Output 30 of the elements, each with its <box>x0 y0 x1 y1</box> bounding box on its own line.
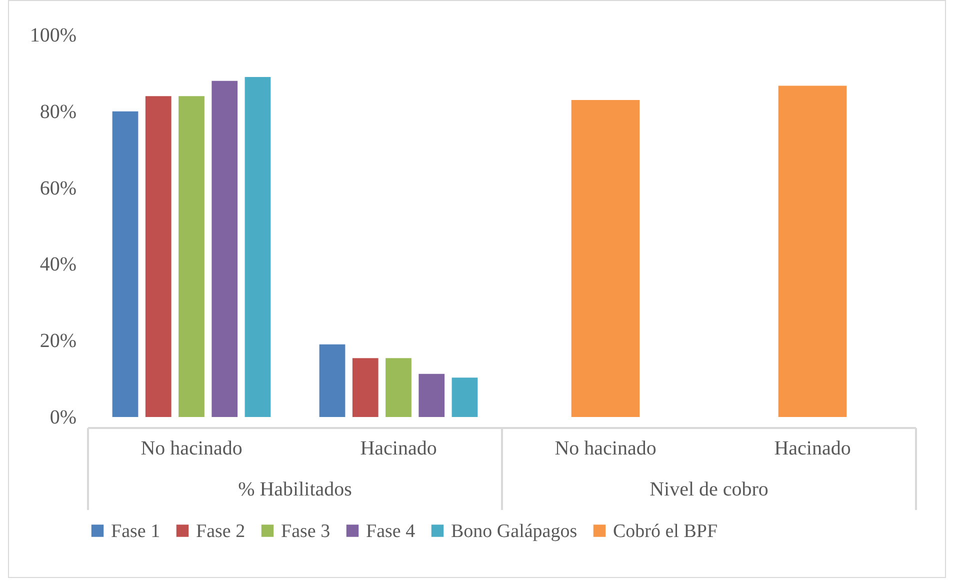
legend-label: Bono Galápagos <box>451 520 578 542</box>
legend-label: Cobró el BPF <box>613 520 718 542</box>
bar <box>178 96 204 417</box>
legend-label: Fase 2 <box>196 520 246 542</box>
legend-label: Fase 3 <box>281 520 330 542</box>
legend-label: Fase 1 <box>111 520 160 542</box>
y-tick-label: 60% <box>40 177 76 200</box>
bar <box>145 96 172 417</box>
y-tick-label: 40% <box>40 254 76 276</box>
bar <box>418 374 445 417</box>
x-tick-label: Hacinado <box>360 438 437 460</box>
y-tick-label: 100% <box>30 24 76 46</box>
bar <box>212 80 238 417</box>
bar <box>319 344 346 417</box>
x-tick-label: No hacinado <box>140 438 242 460</box>
x-tick-label: Hacinado <box>774 438 851 460</box>
y-tick-label: 80% <box>40 100 76 123</box>
x-tick-label: No hacinado <box>554 438 656 460</box>
bar <box>452 378 478 417</box>
y-tick-label: 0% <box>50 406 76 428</box>
text: Nivel de cobro <box>650 478 768 500</box>
legend-label: Fase 4 <box>366 520 416 542</box>
text: % Habilitados <box>238 478 352 500</box>
bar <box>778 86 847 417</box>
bar <box>112 111 138 417</box>
bar <box>386 358 412 417</box>
y-tick-label: 20% <box>40 330 76 352</box>
bar <box>352 358 378 417</box>
bar <box>571 100 640 417</box>
bar <box>244 77 271 417</box>
